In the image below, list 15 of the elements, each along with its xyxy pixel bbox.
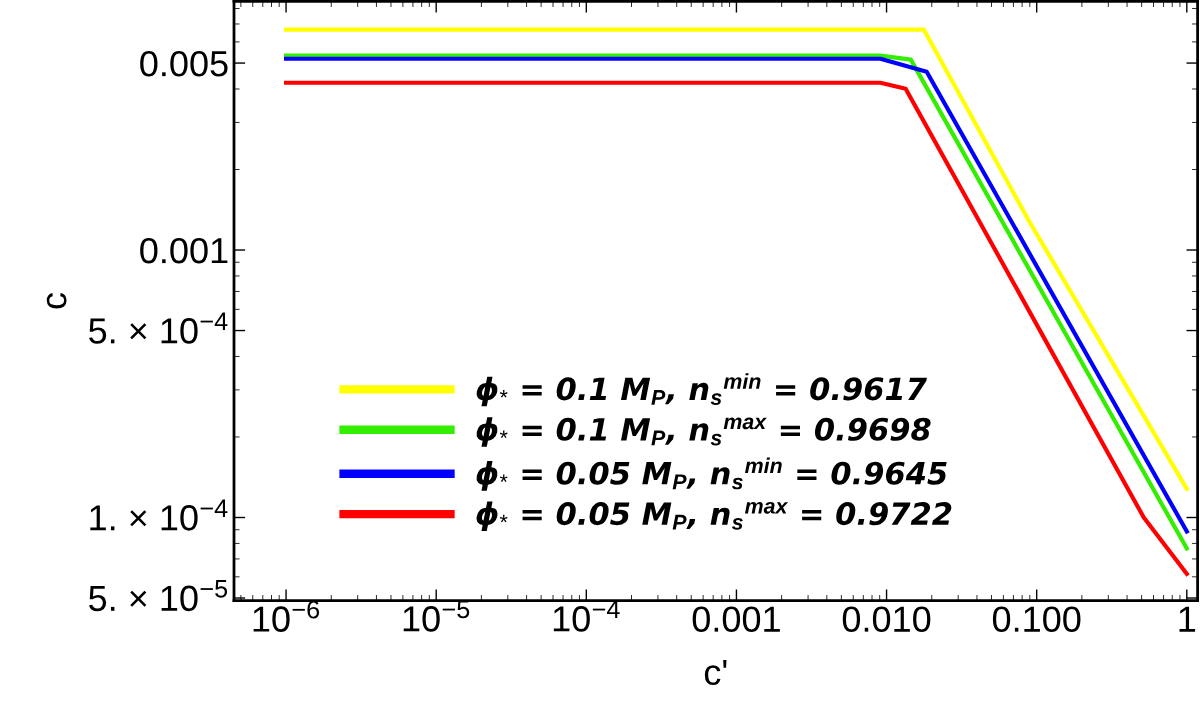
legend-label: ϕ$_{*}$ = 0.1 M$_{P}$, n$_{s}$$^{max}$ = 0.9698 [476,417,931,447]
legend-label: ϕ$_{*}$ = 0.05 M$_{P}$, n$_{s}$$^{max}$ = 0.9722 [476,501,952,532]
y-axis-title: c [46,292,67,309]
y-tick-label: 0.001 [140,237,228,264]
x-tick-label: 1 [1179,606,1196,632]
y-tick-label: 0.005 [140,50,228,77]
x-tick-label: 0.001 [692,606,780,632]
legend-label: ϕ$_{*}$ = 0.1 M$_{P}$, n$_{s}$$^{min}$ = 0.9617 [476,373,927,407]
x-tick-label: 0.100 [992,606,1081,632]
y-tick-label: 5. × 10$^{−5}$ [89,580,228,612]
legend-label: ϕ$_{*}$ = 0.05 M$_{P}$, n$_{s}$$^{min}$ = 0.9645 [476,457,947,491]
y-tick-label: 5. × 10$^{−4}$ [89,312,228,344]
x-axis-title: c' [704,659,727,686]
y-tick-label: 1. × 10$^{−4}$ [90,499,228,531]
x-tick-label: 0.010 [842,606,931,632]
